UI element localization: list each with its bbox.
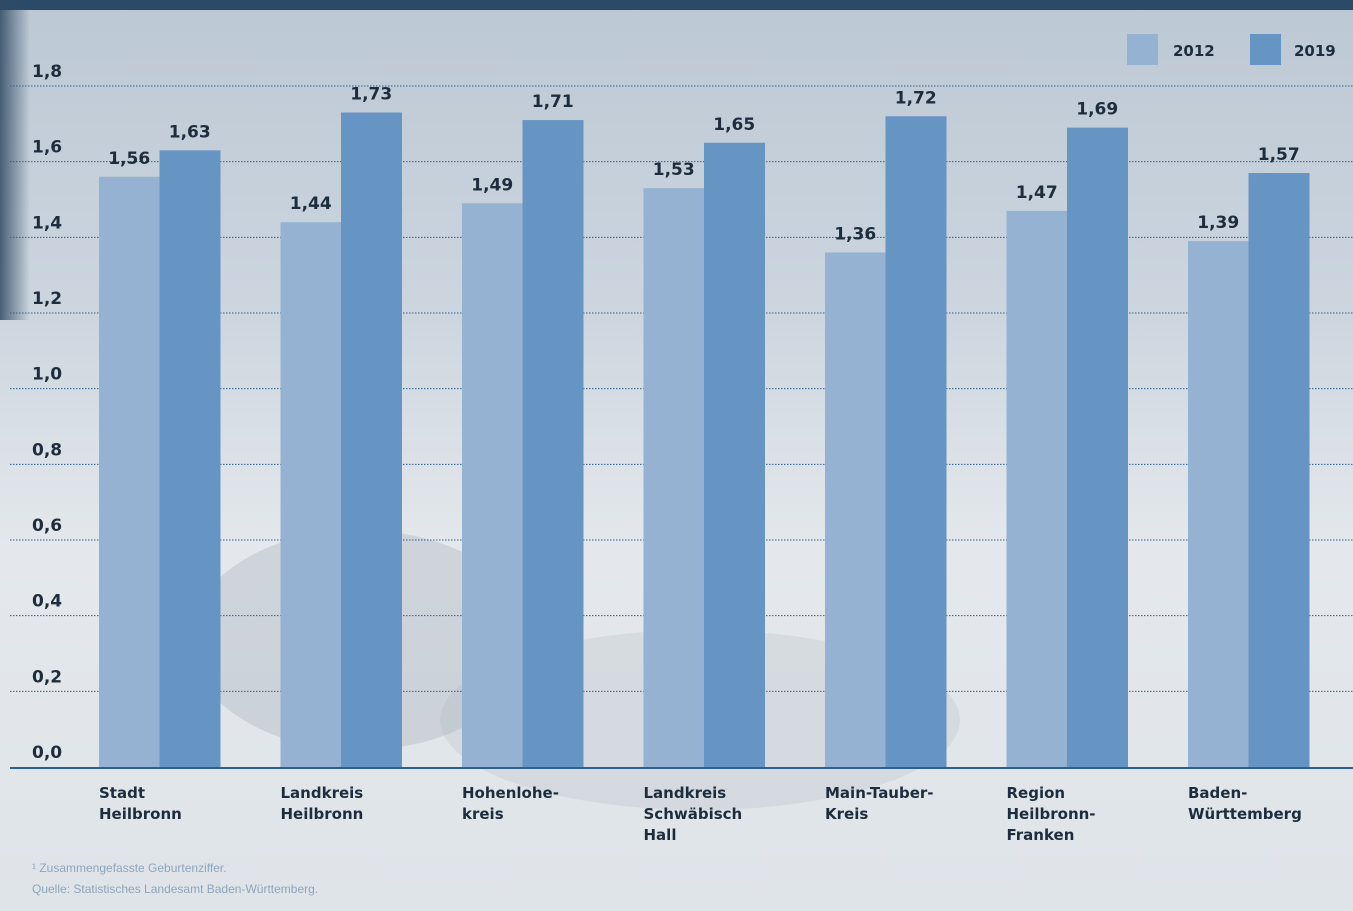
legend-label-2019: 2019 — [1294, 42, 1336, 60]
bar-2019 — [159, 150, 221, 768]
bar-2019 — [1248, 173, 1310, 767]
data-label: 1,56 — [108, 149, 150, 169]
footnote-definition: ¹ Zusammengefasste Geburtenziffer. — [32, 861, 227, 875]
category-label: Landkreis Heilbronn — [281, 784, 364, 823]
category-label: Region Heilbronn-Franken — [1007, 784, 1096, 844]
bar-2012 — [643, 188, 705, 767]
category-label: Stadt Heilbronn — [99, 784, 182, 823]
data-label: 1,69 — [1076, 100, 1118, 120]
y-tick-label: 1,4 — [32, 213, 62, 233]
data-labels: 1,56 1,63 1,44 1,73 1,49 1,71 1,53 1,65 1,36 1,72… — [108, 84, 1299, 244]
bar-2019 — [522, 120, 584, 768]
data-label: 1,73 — [350, 84, 392, 104]
y-tick-label: 1,8 — [32, 62, 62, 82]
legend-swatch-2012 — [1127, 34, 1158, 65]
category-label: Landkreis Schwäbisch Hall — [644, 784, 743, 844]
bar-2019 — [885, 116, 947, 768]
category-label: Hohenlohe-kreis — [462, 784, 559, 823]
legend-label-2012: 2012 — [1173, 42, 1215, 60]
data-label: 1,36 — [834, 224, 876, 244]
y-tick-label: 1,0 — [32, 365, 62, 385]
y-tick-label: 1,6 — [32, 138, 62, 158]
data-label: 1,63 — [169, 122, 211, 142]
bar-2012 — [1006, 210, 1068, 768]
data-label: 1,65 — [713, 115, 755, 135]
data-label: 1,53 — [653, 160, 695, 180]
y-tick-label: 0,4 — [32, 592, 62, 612]
y-tick-label: 0,2 — [32, 667, 62, 687]
y-tick-label: 1,2 — [32, 289, 62, 309]
legend-swatch-2019 — [1250, 34, 1281, 65]
gridlines — [10, 85, 1353, 769]
source-note: Quelle: Statistisches Landesamt Baden-Wü… — [32, 882, 319, 896]
data-label: 1,47 — [1016, 183, 1058, 203]
category-label: Main-Tauber-Kreis — [825, 784, 934, 823]
data-label: 1,39 — [1197, 213, 1239, 233]
footnotes: ¹ Zusammengefasste Geburtenziffer. Quell… — [32, 858, 318, 900]
bar-2019 — [704, 142, 765, 767]
y-tick-label: 0,6 — [32, 516, 62, 536]
data-label: 1,49 — [471, 175, 513, 195]
data-label: 1,44 — [290, 194, 332, 214]
bar-2019 — [341, 112, 402, 767]
bar-2012 — [1188, 241, 1249, 767]
bars — [99, 112, 1310, 768]
bar-2019 — [1067, 127, 1128, 767]
y-axis-ticks: 0,0 0,2 0,4 0,6 0,8 1,0 1,2 1,4 1,6 1,8 — [32, 62, 62, 763]
y-tick-label: 0,0 — [32, 743, 62, 763]
category-label: Baden-Württemberg — [1188, 784, 1302, 823]
bar-2012 — [462, 203, 523, 768]
bar-2012 — [280, 222, 342, 767]
legend: 2012 2019 — [1127, 34, 1336, 65]
x-axis-categories: Stadt Heilbronn Landkreis Heilbronn Hohenloh… — [99, 784, 1302, 844]
bar-2012 — [825, 252, 886, 767]
data-label: 1,57 — [1258, 145, 1300, 165]
y-tick-label: 0,8 — [32, 440, 62, 460]
bar-2012 — [99, 176, 160, 768]
data-label: 1,71 — [532, 92, 574, 112]
data-label: 1,72 — [895, 88, 937, 108]
